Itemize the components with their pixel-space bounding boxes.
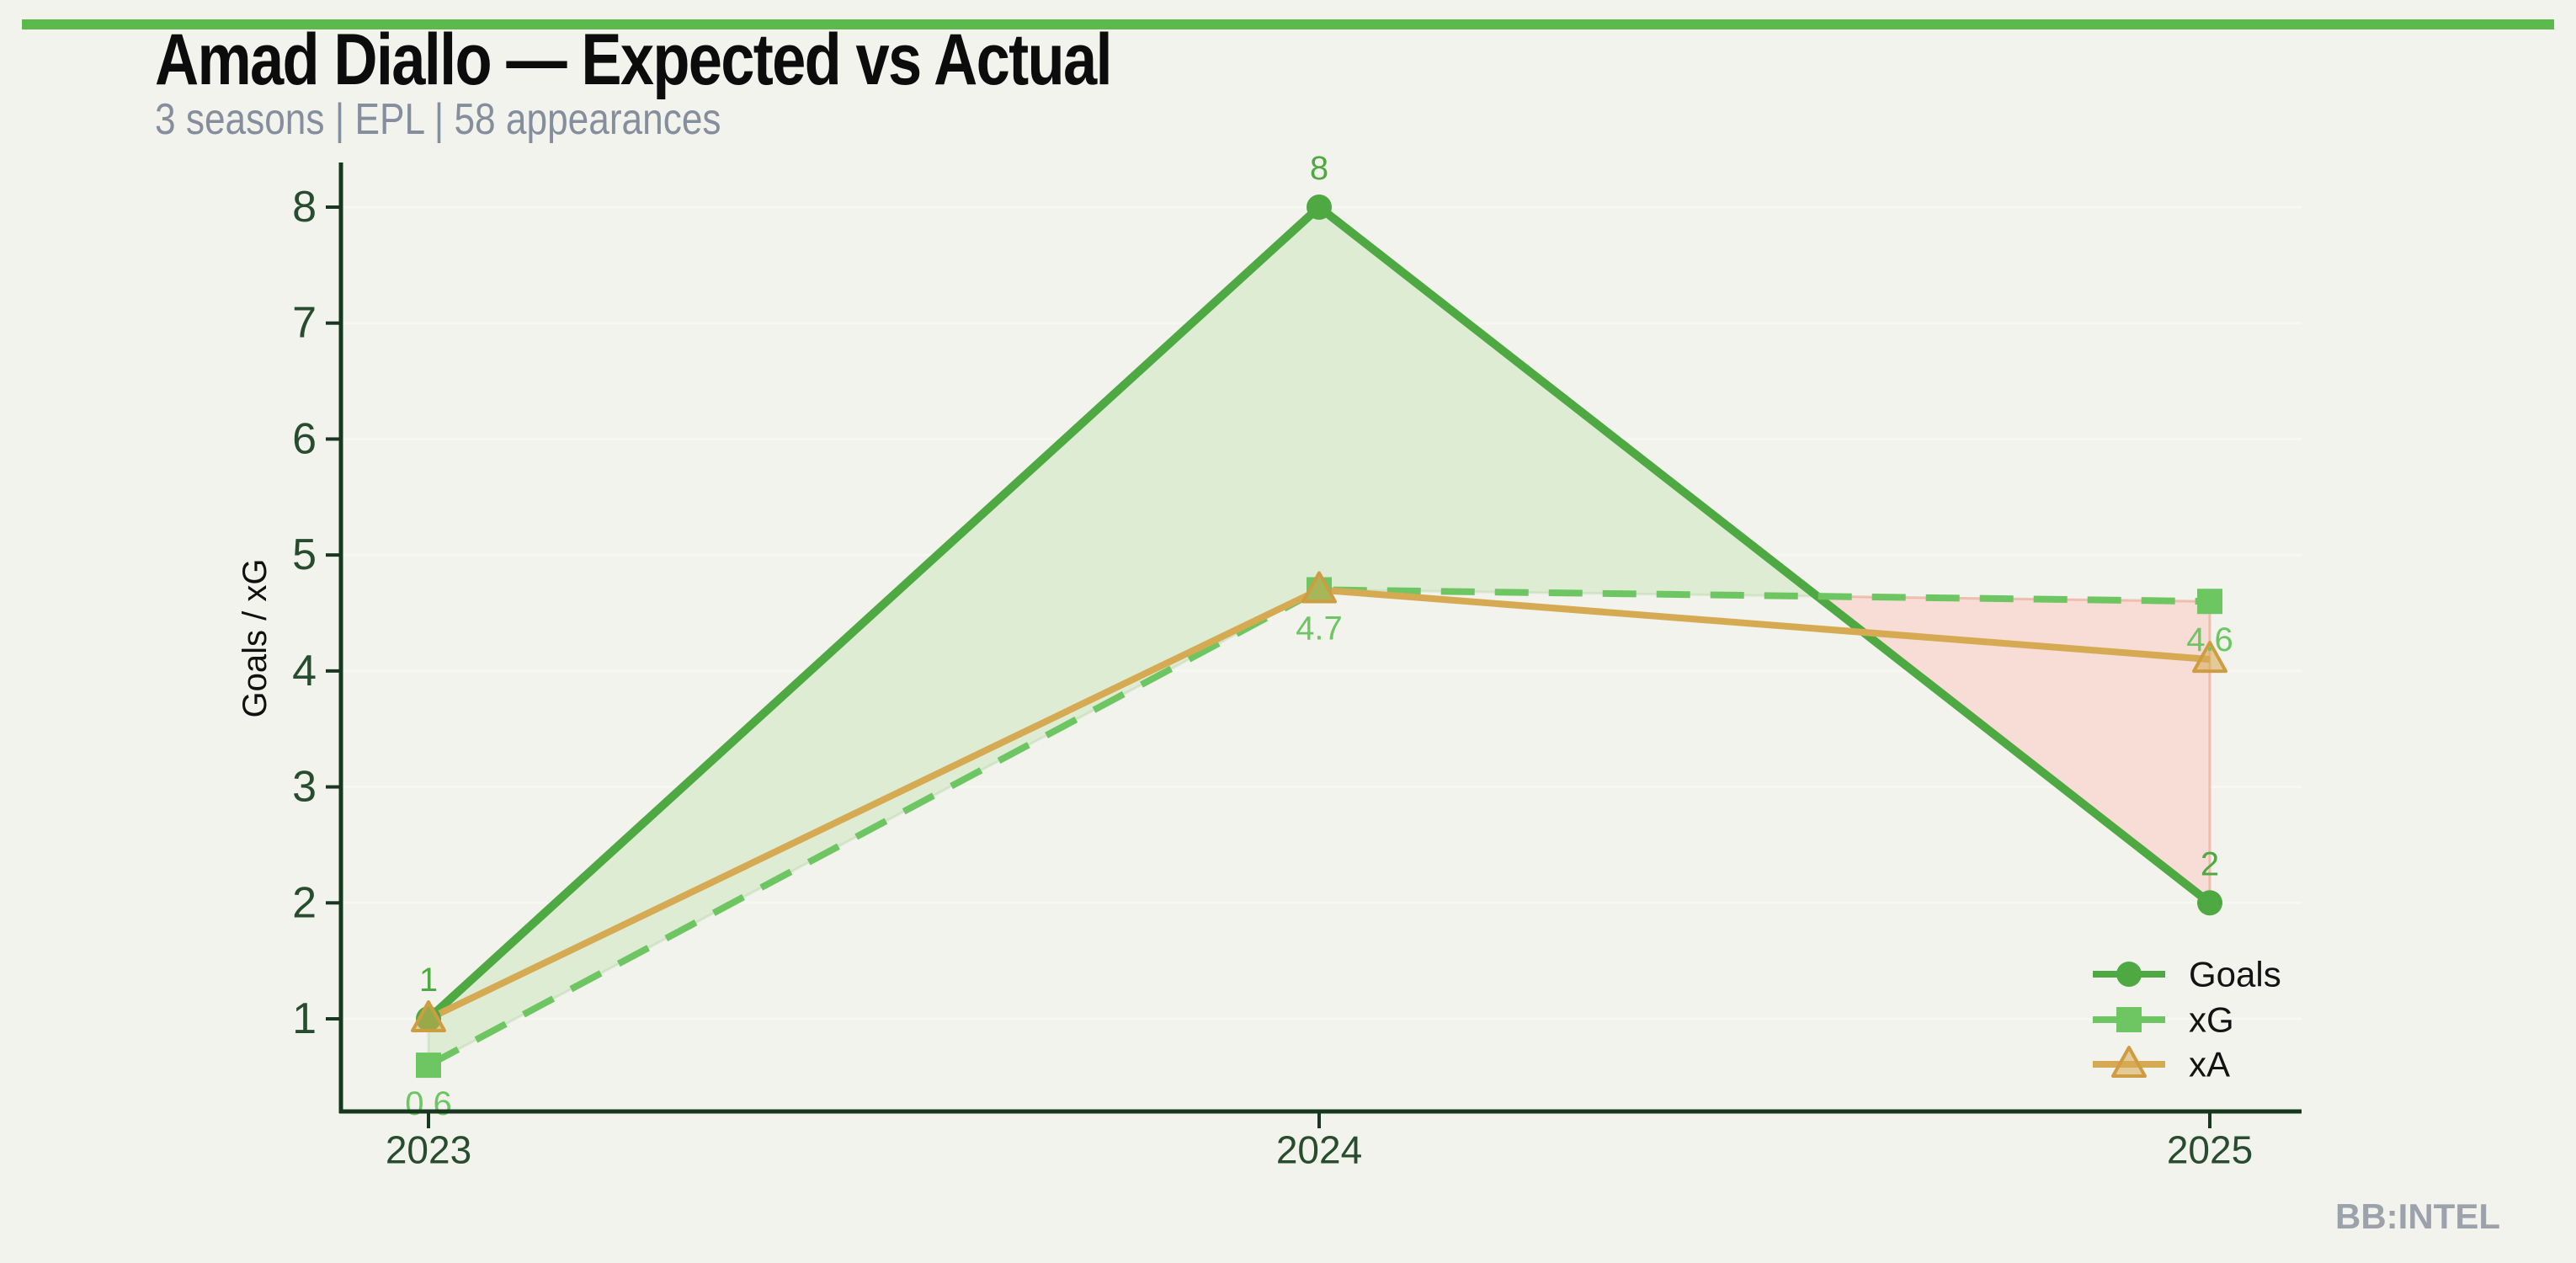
y-tick-label-6: 6 [292,414,317,463]
point-xg-2023 [416,1052,441,1079]
y-tick-label-8: 8 [292,183,317,232]
series-line-xg [427,586,2211,1068]
point-label-goals-2024: 8 [1310,150,1328,187]
y-tick-label-7: 7 [292,299,317,348]
point-xa-2024 [1301,571,1337,604]
y-tick-label-1: 1 [292,994,317,1043]
point-label-goals-2025: 2 [2201,845,2219,882]
point-xa-2025 [2192,641,2227,674]
legend-marker-goals [2116,962,2142,987]
point-xg-2025 [2197,589,2222,615]
point-goals-2025 [2197,890,2222,916]
point-label-xg-2025: 4.6 [2186,621,2233,658]
point-label-xg-2024: 4.7 [1296,610,1343,647]
chart-subtitle: 3 seasons | EPL | 58 appearances [155,95,721,144]
point-xa-2023 [411,1000,446,1032]
chart-title: Amad Diallo — Expected vs Actual [155,19,1113,100]
x-tick-label-2025: 2025 [2167,1128,2253,1172]
fill-overperformance-0 [427,205,1819,1067]
brand-watermark: BB:INTEL [2335,1196,2500,1236]
point-goals-2024 [1307,195,1332,221]
legend-label-xa: xA [2189,1045,2230,1084]
legend-marker-xg [2116,1007,2142,1032]
legend-marker-xa [2111,1046,2147,1078]
y-tick-label-3: 3 [292,763,317,812]
y-axis-title: Goals / xG [237,559,274,718]
x-tick-label-2023: 2023 [386,1128,471,1172]
x-tick-label-2024: 2024 [1276,1128,1362,1172]
legend-label-goals: Goals [2189,955,2281,994]
top-accent-bar [22,19,2554,29]
y-tick-label-2: 2 [292,878,317,927]
y-tick-label-5: 5 [292,530,317,579]
legend-label-xg: xG [2189,1000,2234,1040]
point-label-goals-2023: 1 [419,962,438,999]
y-tick-label-4: 4 [292,647,317,695]
